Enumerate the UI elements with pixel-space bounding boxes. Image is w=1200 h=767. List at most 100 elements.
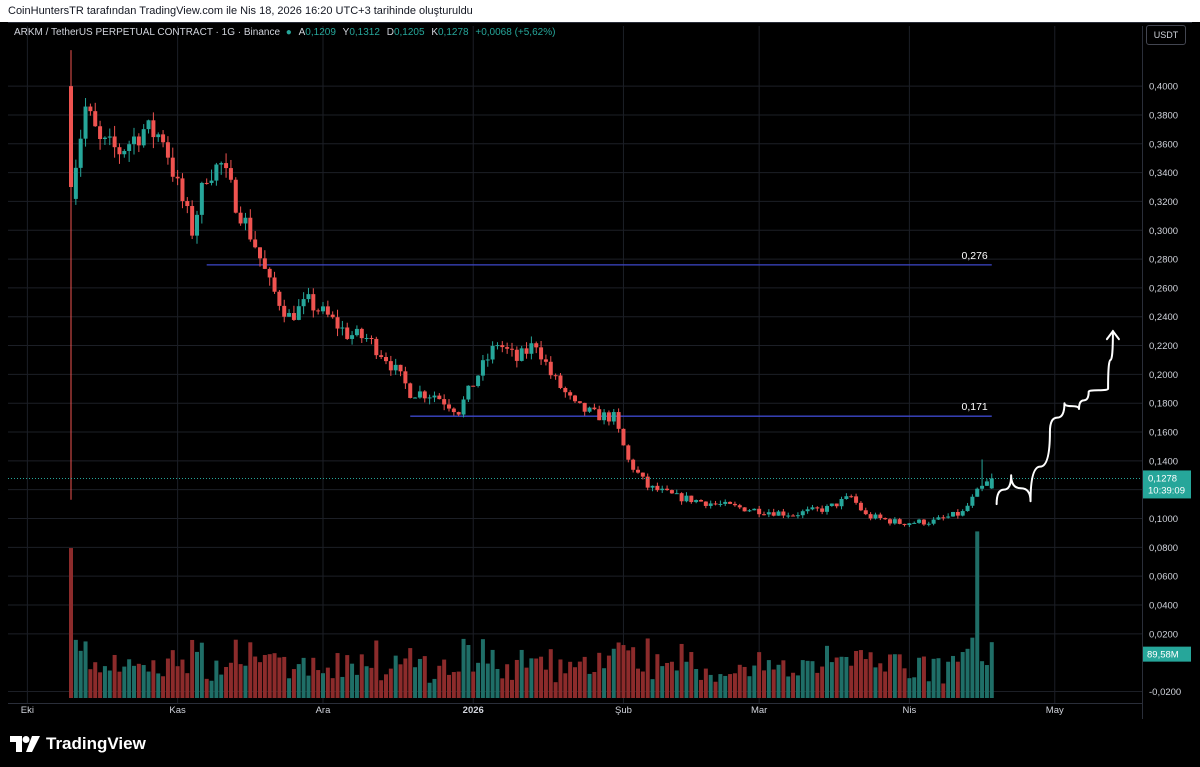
candle-body xyxy=(640,472,645,477)
volume-bar xyxy=(354,674,359,698)
candle-body xyxy=(912,522,917,524)
candle-body xyxy=(713,503,718,505)
volume-bar xyxy=(931,658,936,698)
volume-bar xyxy=(868,652,873,698)
candle-body xyxy=(636,469,640,473)
candle-body xyxy=(287,313,292,317)
candle-body xyxy=(742,507,747,512)
candle-body xyxy=(621,428,626,446)
candle-body xyxy=(190,206,195,236)
candle-body xyxy=(490,345,495,360)
volume-bar xyxy=(858,650,863,698)
volume-bar xyxy=(737,664,742,698)
volume-bar xyxy=(543,669,548,698)
price-level-label: 0,171 xyxy=(961,401,987,413)
volume-bar xyxy=(374,640,379,698)
candle-body xyxy=(970,496,975,506)
candle-body xyxy=(306,294,311,300)
volume-bar xyxy=(185,673,190,698)
candle-body xyxy=(485,359,490,361)
volume-bar xyxy=(965,648,970,698)
candle-body xyxy=(214,164,219,181)
volume-bar xyxy=(437,665,442,698)
candle-body xyxy=(316,310,321,312)
projection-path xyxy=(995,330,1114,506)
candle-body xyxy=(878,514,883,518)
change-value: +0,0068 (+5,62%) xyxy=(475,27,556,38)
axis-layer: 0,4000 0,3800 0,3600 0,3400 0,3200 0,3000 0,28… xyxy=(8,26,1191,719)
volume-bar xyxy=(413,667,418,698)
volume-bar xyxy=(243,665,248,698)
candle-body xyxy=(228,168,233,180)
candle-body xyxy=(665,488,670,491)
y-tick-label: 0,2200 xyxy=(1149,341,1178,352)
candle-body xyxy=(587,407,592,412)
currency-unit-button[interactable]: USDT xyxy=(1146,25,1186,45)
volume-bar xyxy=(175,666,180,698)
current-price-badge xyxy=(1143,470,1191,499)
candle-body xyxy=(926,523,931,525)
volume-bar xyxy=(291,669,296,698)
volume-bar xyxy=(78,650,83,698)
candle-body xyxy=(771,512,776,516)
candle-body xyxy=(602,412,607,421)
volume-bar xyxy=(364,666,369,698)
volume-bar xyxy=(805,660,810,698)
symbol-title[interactable]: ARKM / TetherUS PERPETUAL CONTRACT · 1G … xyxy=(14,27,281,38)
candle-body xyxy=(825,505,829,512)
volume-bar xyxy=(447,674,451,698)
volume-bar xyxy=(422,656,427,698)
candle-body xyxy=(321,306,325,312)
candle-body xyxy=(78,138,83,168)
tradingview-logo[interactable]: TradingView xyxy=(10,734,146,754)
volume-bar xyxy=(960,652,965,698)
y-tick-label: 0,0400 xyxy=(1149,600,1178,611)
volume-bar xyxy=(907,678,912,698)
volume-bar xyxy=(98,672,103,698)
symbol-legend: ARKM / TetherUS PERPETUAL CONTRACT · 1G … xyxy=(14,27,555,38)
y-tick-label: 0,3600 xyxy=(1149,139,1178,150)
candle-body xyxy=(888,519,892,524)
candle-body xyxy=(936,517,941,520)
volume-bar xyxy=(732,673,737,698)
volume-bar xyxy=(262,654,267,698)
volume-bar xyxy=(723,675,728,698)
volume-bar xyxy=(834,657,839,698)
candle-body xyxy=(233,179,238,213)
volume-bar xyxy=(88,669,93,698)
volume-bar xyxy=(616,642,621,698)
candle-body xyxy=(529,343,534,354)
volume-bar xyxy=(224,666,229,698)
candle-body xyxy=(325,306,330,315)
volume-bar xyxy=(747,676,752,698)
candle-body xyxy=(834,503,839,507)
volume-bar xyxy=(432,678,437,698)
volume-bar xyxy=(921,656,926,698)
volume-bar xyxy=(563,673,568,698)
volume-bar xyxy=(955,661,960,698)
volume-bar xyxy=(863,659,868,698)
candle-body xyxy=(606,412,611,422)
candle-body xyxy=(791,515,796,517)
volume-bar xyxy=(587,673,592,698)
candle-body xyxy=(844,496,849,499)
candle-body xyxy=(582,402,587,412)
volume-bar xyxy=(883,671,888,698)
candle-body xyxy=(534,343,539,348)
candle-body xyxy=(350,335,355,339)
candle-body xyxy=(660,488,665,491)
candle-body xyxy=(500,345,505,348)
y-tick-label: 0,1600 xyxy=(1149,428,1178,439)
volume-bar xyxy=(83,641,88,698)
volume-bar xyxy=(73,639,78,698)
candle-body xyxy=(291,313,296,320)
volume-bar xyxy=(316,670,321,698)
volume-bar xyxy=(330,678,335,698)
candle-body xyxy=(195,214,199,236)
grid-layer xyxy=(8,26,1142,703)
volume-bar xyxy=(233,639,238,698)
candle-body xyxy=(941,517,946,519)
candle-body xyxy=(597,409,602,421)
high-value: 0,1312 xyxy=(349,27,380,38)
